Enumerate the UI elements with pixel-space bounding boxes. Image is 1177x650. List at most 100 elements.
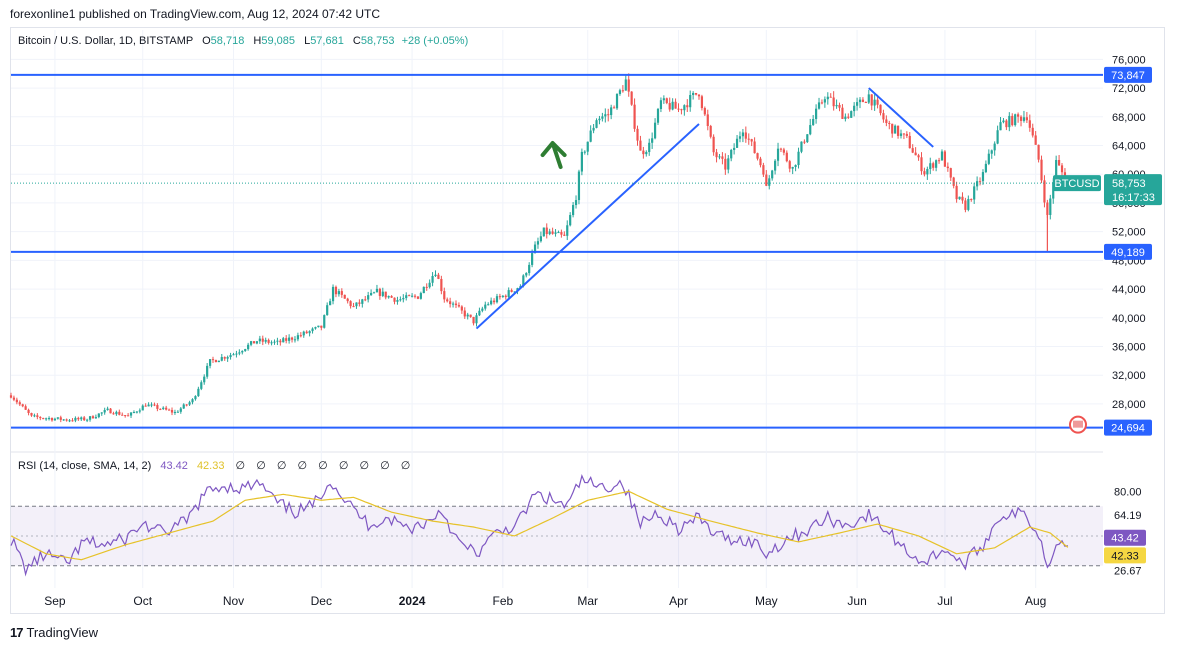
candle-body <box>902 133 906 135</box>
candle-body <box>460 306 463 311</box>
candle-body <box>952 177 955 186</box>
candle-body <box>399 299 402 301</box>
level-price-label: 73,847 <box>1111 70 1145 82</box>
symbol-tag-label: BTCUSD <box>1054 178 1099 190</box>
candle-body <box>858 99 862 103</box>
candle-body <box>712 136 715 153</box>
candle-body <box>940 151 944 161</box>
candle-body <box>337 291 340 295</box>
candle-body <box>1022 117 1026 121</box>
candle-body <box>314 327 317 329</box>
candle-body <box>894 125 897 134</box>
close-value: 58,753 <box>360 35 395 47</box>
candle-body <box>803 141 806 143</box>
candle-body <box>762 165 765 175</box>
candle-body <box>45 418 48 420</box>
rsi-tick-label: 80.00 <box>1114 486 1142 498</box>
candle-body <box>138 410 141 412</box>
na-marker: ∅ <box>297 460 308 472</box>
candle-body <box>955 185 958 200</box>
candle-body <box>475 315 478 324</box>
candle-body <box>580 151 583 172</box>
candle-body <box>993 143 996 151</box>
candle-body <box>779 148 783 150</box>
candle-body <box>416 296 420 299</box>
candle-body <box>662 98 665 101</box>
candle-body <box>926 169 929 175</box>
candle-body <box>785 152 788 162</box>
candle-body <box>472 316 475 324</box>
candle-body <box>847 116 850 118</box>
candle-body <box>103 409 106 413</box>
candle-body <box>791 166 794 169</box>
candle-body <box>1049 198 1052 215</box>
candle-body <box>923 171 926 175</box>
candle-body <box>905 133 908 136</box>
candle-body <box>844 116 847 119</box>
candle-body <box>375 288 379 293</box>
candle-body <box>308 331 311 334</box>
candle-body <box>358 302 361 304</box>
rsi-value-badge <box>1104 547 1146 564</box>
candle-body <box>1060 165 1064 173</box>
symbol-title[interactable]: Bitcoin / U.S. Dollar, 1D, BITSTAMP <box>18 35 194 47</box>
candle-body <box>381 291 384 296</box>
candle-body <box>1043 180 1046 203</box>
candle-body <box>156 405 159 409</box>
candle-body <box>826 96 829 100</box>
candle-body <box>572 205 575 216</box>
candle-body <box>1040 159 1043 181</box>
candle-body <box>937 160 941 162</box>
candle-body <box>1025 117 1028 121</box>
candle-body <box>223 357 226 359</box>
candle-body <box>771 170 774 179</box>
candle-body <box>15 399 18 403</box>
candle-body <box>238 352 241 354</box>
candle-body <box>964 200 967 210</box>
level-price-badge <box>1104 66 1152 83</box>
candle-body <box>855 102 859 106</box>
candle-body <box>302 331 305 336</box>
candle-body <box>642 150 645 155</box>
candle-body <box>636 128 639 141</box>
candle-body <box>1055 159 1058 183</box>
candle-body <box>885 119 888 123</box>
candle-body <box>721 156 724 159</box>
candle-body <box>481 308 484 311</box>
candle-body <box>109 408 112 414</box>
candle-body <box>501 295 504 298</box>
open-label: O <box>202 35 211 47</box>
candle-body <box>419 293 422 299</box>
candle-body <box>911 148 914 153</box>
candle-body <box>812 119 815 126</box>
candle-body <box>390 296 393 298</box>
candle-body <box>829 96 832 98</box>
rsi-value-label: 42.33 <box>1111 550 1139 562</box>
na-marker: ∅ <box>338 460 349 472</box>
candle-body <box>165 407 168 410</box>
time-axis-label: May <box>755 594 778 608</box>
price-tick-label: 68,000 <box>1112 112 1146 124</box>
candle-body <box>466 314 469 317</box>
candle-body <box>352 306 355 308</box>
candle-body <box>990 150 993 154</box>
candle-body <box>917 155 920 158</box>
candle-body <box>100 412 103 414</box>
candle-body <box>867 94 870 103</box>
candle-body <box>794 165 797 167</box>
candle-body <box>653 122 657 139</box>
rsi-legend: RSI (14, close, SMA, 14, 2) 43.42 42.33 … <box>18 459 410 472</box>
candle-body <box>68 420 71 422</box>
footer-brand[interactable]: 17 TradingView <box>10 625 98 640</box>
candle-body <box>147 404 150 407</box>
candle-body <box>835 104 838 107</box>
na-marker: ∅ <box>318 460 328 472</box>
rsi-title[interactable]: RSI (14, close, SMA, 14, 2) <box>18 460 152 472</box>
na-marker: ∅ <box>235 460 246 472</box>
candle-body <box>879 104 882 114</box>
candle-body <box>639 140 642 151</box>
candle-body <box>689 95 692 108</box>
candle-body <box>443 291 446 300</box>
candle-body <box>577 171 581 201</box>
